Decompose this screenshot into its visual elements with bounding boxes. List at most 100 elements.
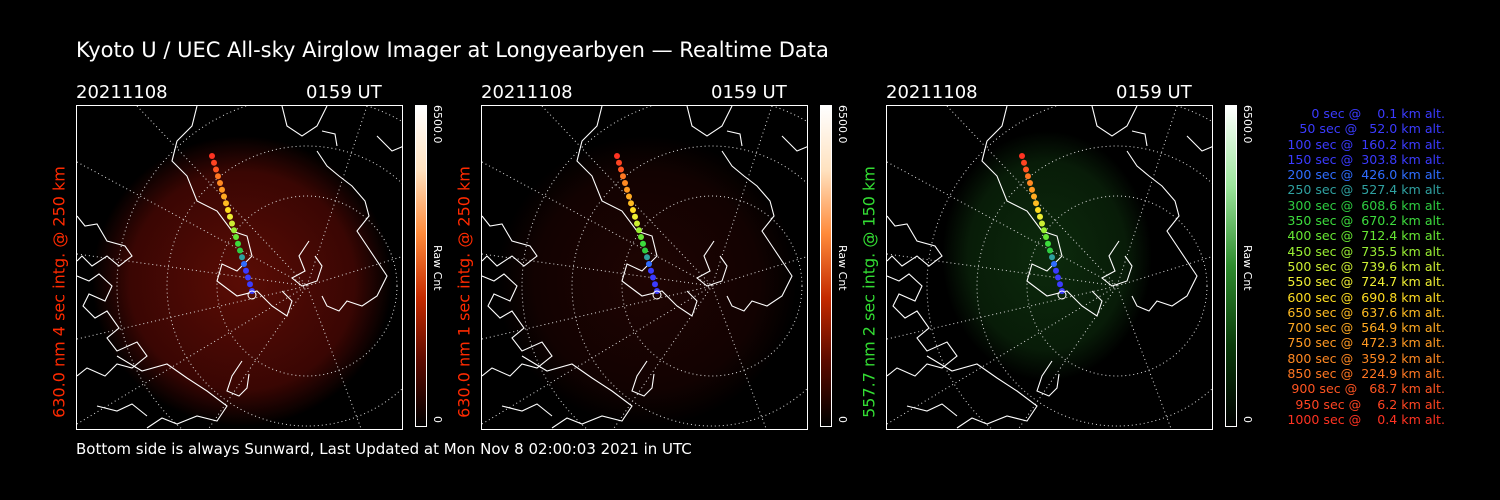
coastline (226, 360, 250, 397)
legend-entry: 300 sec @ 608.6 km alt. (1283, 197, 1445, 213)
legend-entry: 1000 sec @ 0.4 km alt. (1287, 411, 1445, 427)
colorbar-unit: Raw Cnt (1241, 245, 1254, 291)
trajectory-point (618, 166, 624, 173)
trajectory-point (634, 220, 640, 227)
trajectory-point (237, 247, 243, 254)
trajectory-point (1029, 186, 1035, 193)
panel-1: 20211108 0159 UT 630.0 nm 4 sec intg. @ … (50, 80, 496, 432)
colorbar (415, 105, 427, 427)
trajectory-point (1053, 267, 1059, 274)
colorbar-min: 0 (431, 416, 444, 423)
graticule-line (887, 285, 1118, 425)
coastline (1036, 360, 1060, 397)
panel-date: 20211108 (481, 82, 573, 103)
trajectory-point (1041, 227, 1047, 234)
colorbar-max: 6500.0 (836, 105, 849, 144)
coastline (321, 130, 338, 147)
trajectory-point (644, 254, 650, 261)
legend-entry: 400 sec @ 712.4 km alt. (1283, 228, 1445, 244)
trajectory-point (241, 261, 247, 267)
colorbar-max: 6500.0 (1241, 105, 1254, 144)
panel-3: 20211108 0159 UT 557.7 nm 2 sec intg. @ … (860, 80, 1306, 432)
trajectory-point (215, 173, 221, 180)
page-title: Kyoto U / UEC All-sky Airglow Imager at … (76, 38, 829, 62)
trajectory-point (1019, 153, 1025, 159)
coastline (291, 240, 323, 287)
legend-entry: 650 sec @ 637.6 km alt. (1283, 304, 1445, 320)
trajectory-point (225, 207, 231, 213)
trajectory-point (209, 153, 215, 159)
panel-ylabel: 630.0 nm 4 sec intg. @ 250 km (49, 166, 69, 418)
trajectory-point (614, 153, 620, 159)
allsky-map (887, 106, 1212, 429)
legend-entry: 500 sec @ 739.6 km alt. (1283, 258, 1445, 274)
colorbar-min: 0 (1241, 416, 1254, 423)
trajectory-point (221, 193, 227, 200)
colorbar-unit: Raw Cnt (836, 245, 849, 291)
trajectory-point (632, 213, 638, 220)
graticule-circle (521, 106, 807, 429)
graticule-line (482, 285, 713, 340)
trajectory-point (1035, 207, 1041, 213)
trajectory-point (652, 281, 658, 288)
trajectory-point (1043, 234, 1049, 240)
station-marker (247, 290, 257, 300)
colorbar (1225, 105, 1237, 427)
legend-entry: 100 sec @ 160.2 km alt. (1283, 136, 1445, 152)
airglow-emission (497, 136, 797, 426)
trajectory-point (233, 234, 239, 240)
trajectory-point (247, 281, 253, 288)
coastline (981, 106, 1103, 317)
trajectory-point (235, 240, 241, 247)
graticule-line (887, 285, 1118, 340)
legend-entry: 600 sec @ 690.8 km alt. (1283, 289, 1445, 305)
trajectory-point (245, 274, 251, 281)
legend-entry: 900 sec @ 68.7 km alt. (1287, 381, 1445, 397)
panel-ylabel: 557.7 nm 2 sec intg. @ 150 km (859, 166, 879, 418)
graticule-circle (116, 106, 402, 429)
graticule-line (1116, 256, 1212, 287)
trajectory-point (616, 159, 622, 166)
trajectory-point (227, 213, 233, 220)
trajectory-point (638, 234, 644, 240)
graticule-line (482, 253, 713, 287)
footer-note: Bottom side is always Sunward, Last Upda… (76, 440, 692, 458)
legend-entry: 750 sec @ 472.3 km alt. (1283, 335, 1445, 351)
panel-2: 20211108 0159 UT 630.0 nm 1 sec intg. @ … (455, 80, 901, 432)
trajectory-point (219, 186, 225, 193)
trajectory-point (620, 173, 626, 180)
graticule-circle (1026, 195, 1208, 377)
coastline (77, 215, 133, 267)
trajectory-point (1039, 220, 1045, 227)
graticule-line (77, 253, 308, 287)
coastline (686, 106, 733, 137)
trajectory-point (213, 166, 219, 173)
legend-entry: 0 sec @ 0.1 km alt. (1299, 106, 1445, 121)
graticule-line (711, 256, 807, 287)
trajectory-point (1045, 240, 1051, 247)
allsky-image (481, 105, 808, 430)
trajectory-point (636, 227, 642, 234)
coastline (926, 355, 1038, 429)
legend-entry: 350 sec @ 670.2 km alt. (1283, 213, 1445, 229)
trajectory-point (229, 220, 235, 227)
coastline (521, 355, 633, 429)
trajectory-point (1049, 254, 1055, 261)
graticule-line (1017, 285, 1118, 429)
graticule-line (482, 285, 713, 425)
trajectory-point (626, 193, 632, 200)
coastline (1126, 150, 1198, 312)
trajectory-point (624, 186, 630, 193)
trajectory-point (223, 200, 229, 207)
coastline (1131, 130, 1148, 147)
coastline (1186, 135, 1212, 152)
trajectory-point (211, 159, 217, 166)
trajectory-point (239, 254, 245, 261)
coastline (1091, 106, 1138, 137)
trajectory-point (1025, 173, 1031, 180)
trajectory-legend: 0 sec @ 0.1 km alt. 50 sec @ 52.0 km alt… (1270, 106, 1445, 427)
graticule-circle (621, 195, 803, 377)
colorbar-max: 6500.0 (431, 105, 444, 144)
panel-ylabel: 630.0 nm 1 sec intg. @ 250 km (454, 166, 474, 418)
coastline (281, 106, 328, 137)
